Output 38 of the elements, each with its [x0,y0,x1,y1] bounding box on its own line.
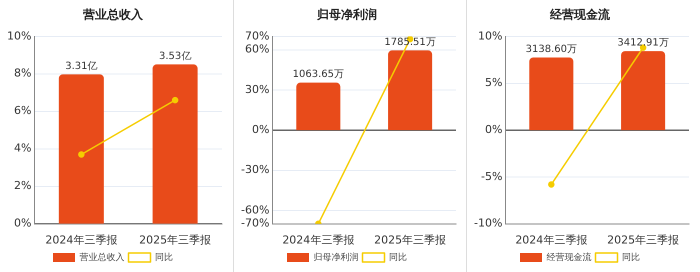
y-tick-label: -60% [240,203,270,216]
y-tick-label: -5% [480,170,502,183]
y-tick-label: 10% [478,29,502,42]
y-tick-label: 5% [484,76,502,90]
legend-label: 归母净利润 [314,252,358,263]
x-tick-label: 2025年三季报 [607,233,680,246]
x-tick-label: 2025年三季报 [139,233,212,246]
chart-title: 归母净利润 [316,7,377,22]
chart-title: 营业总收入 [82,7,144,22]
data-label: 3.31亿 [65,60,98,72]
legend-label: 同比 [155,252,173,263]
y-tick-label: 60% [244,42,270,56]
legend-label: 营业总收入 [80,252,124,263]
y-tick-label: 2% [14,179,32,192]
y-tick-label: -30% [240,163,270,176]
data-label: 1063.65万 [292,69,344,80]
chart-title: 经营现金流 [549,7,611,22]
x-tick-label: 2024年三季报 [282,233,354,246]
y-tick-label: 30% [244,82,270,96]
y-tick-label: -10% [474,216,502,230]
x-tick-label: 2024年三季报 [515,233,588,246]
x-tick-label: 2025年三季报 [374,233,446,246]
y-tick-label: 0% [252,122,270,136]
data-label: 3138.60万 [526,44,577,56]
y-tick-label: 0% [484,122,502,136]
legend-label: 同比 [622,252,640,263]
legend-label: 同比 [389,252,407,263]
y-tick-label: 4% [14,142,32,155]
y-tick-label: 8% [14,66,32,80]
data-label: 3412.91万 [617,38,669,49]
x-tick-label: 2024年三季报 [45,233,118,246]
y-tick-label: 70% [244,29,270,42]
legend-label: 经营现金流 [546,252,592,263]
data-label: 3.53亿 [158,50,192,62]
y-tick-label: 6% [14,104,32,118]
y-tick-label: 10% [6,29,32,42]
y-tick-label: 0% [14,216,32,230]
y-tick-label: -70% [240,216,270,230]
